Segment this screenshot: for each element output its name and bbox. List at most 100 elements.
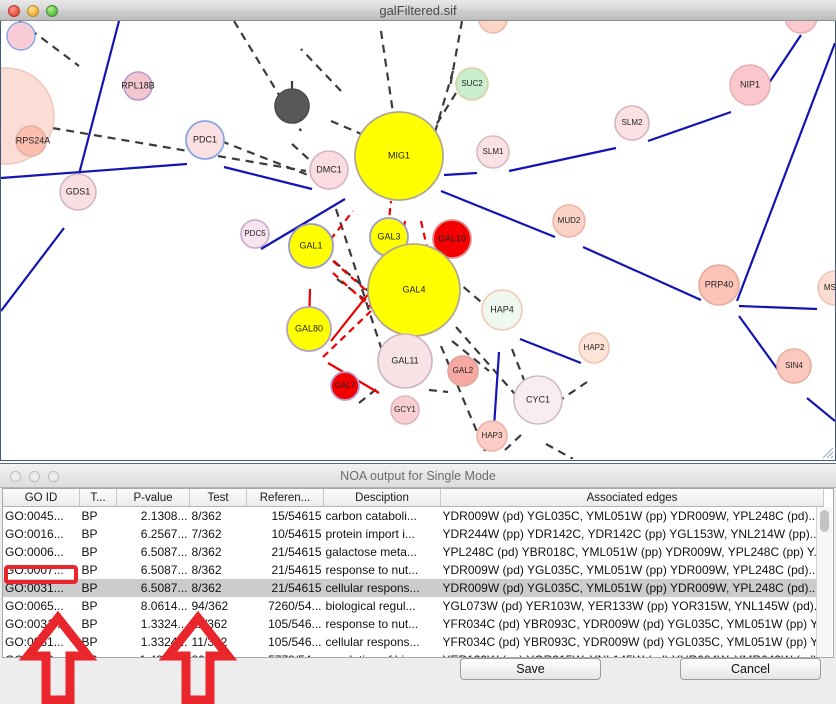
cell-edges: YPL248C (pd) YBR018C, YML051W (pp) YDR00… bbox=[442, 545, 824, 559]
table-row[interactable]: GO:0031... BP 1.3324... 11/362 105/546..… bbox=[3, 615, 824, 633]
cell-type: BP bbox=[81, 545, 98, 559]
graph-node[interactable]: NIP1 bbox=[729, 64, 771, 106]
graph-node[interactable]: CYC1 bbox=[513, 375, 563, 425]
graph-node[interactable] bbox=[274, 88, 310, 124]
graph-node[interactable]: MUD2 bbox=[552, 204, 586, 238]
graph-node-label: CYC1 bbox=[526, 394, 550, 404]
graph-node[interactable]: MIG1 bbox=[354, 111, 444, 201]
cell-type: BP bbox=[81, 635, 98, 649]
graph-node[interactable]: HAP2 bbox=[578, 332, 610, 364]
graph-node[interactable]: GDS1 bbox=[59, 173, 97, 211]
cell-p-value: 1.3324... bbox=[140, 635, 188, 649]
cell-type: BP bbox=[81, 509, 98, 523]
table-vertical-scrollbar[interactable] bbox=[816, 507, 832, 657]
graph-node[interactable]: SUC2 bbox=[455, 67, 489, 101]
column-header-p-value[interactable]: P-value bbox=[116, 489, 190, 507]
column-header-test[interactable]: Test bbox=[189, 489, 247, 507]
graph-node-label: GAL2 bbox=[453, 366, 474, 375]
graph-node[interactable]: RPS24A bbox=[15, 125, 51, 157]
cell-description: biological regul... bbox=[325, 599, 416, 613]
graph-node[interactable]: GCY1 bbox=[390, 395, 420, 425]
graph-node[interactable]: GAL80 bbox=[286, 306, 332, 352]
cell-test: 80/362 bbox=[190, 651, 247, 657]
cell-edges: YDR009W (pd) YGL035C, YML051W (pp) YDR00… bbox=[442, 509, 819, 523]
dialog-minimize-button[interactable] bbox=[29, 471, 40, 482]
dialog-close-button[interactable] bbox=[10, 471, 21, 482]
scrollbar-thumb[interactable] bbox=[820, 510, 829, 532]
minimize-button[interactable] bbox=[27, 5, 39, 17]
graph-node-label: SLM1 bbox=[483, 147, 504, 156]
cell-p-value: 1.428E... bbox=[117, 651, 190, 657]
graph-node-label: HAP4 bbox=[490, 304, 514, 314]
cell-p-value: 1.3324... bbox=[140, 617, 188, 631]
graph-node[interactable]: PRP40 bbox=[698, 264, 740, 306]
column-header-description[interactable]: Desciption bbox=[323, 489, 441, 507]
graph-node[interactable]: GAL2 bbox=[447, 355, 479, 387]
network-graph[interactable]: RPL18B RPS24A GDS1 PDC1 PDC5 DMC1 MIG1 G… bbox=[1, 21, 835, 459]
cell-go-id: GO:0006... bbox=[5, 545, 64, 559]
cell-test: 8/362 bbox=[189, 579, 247, 597]
graph-node-label: SUC2 bbox=[461, 79, 483, 88]
graph-node[interactable]: SLM1 bbox=[476, 135, 510, 169]
column-header-edges[interactable]: Associated edges bbox=[440, 489, 824, 507]
graph-node-label: SLM2 bbox=[622, 118, 643, 127]
table-row[interactable]: GO:0045... BP 2.1308... 8/362 15/54615 c… bbox=[3, 507, 824, 526]
graph-node[interactable]: SIN4 bbox=[776, 348, 812, 384]
graph-node[interactable]: GAL10 bbox=[432, 219, 472, 259]
go-results-table[interactable]: GO ID T... P-value Test Referen... Desci… bbox=[2, 488, 834, 658]
network-canvas[interactable]: RPL18B RPS24A GDS1 PDC1 PDC5 DMC1 MIG1 G… bbox=[0, 21, 836, 461]
graph-node[interactable]: HAP3 bbox=[476, 420, 508, 452]
graph-node-partial-top[interactable] bbox=[6, 21, 36, 51]
zoom-button[interactable] bbox=[46, 5, 58, 17]
cell-p-value: 6.5087... bbox=[140, 545, 188, 559]
graph-node-label: HAP3 bbox=[482, 431, 503, 440]
graph-node[interactable]: HAP4 bbox=[481, 289, 523, 331]
graph-node[interactable]: GAL4 bbox=[367, 243, 461, 337]
cell-type: BP bbox=[81, 617, 98, 631]
table-row[interactable]: GO:0007... BP 6.5087... 8/362 21/54615 r… bbox=[3, 561, 824, 579]
graph-node[interactable]: SLM2 bbox=[614, 105, 650, 141]
cell-p-value: 6.5087... bbox=[116, 579, 190, 597]
cell-reference: 21/54615 bbox=[271, 563, 322, 577]
cell-type: BP bbox=[79, 579, 117, 597]
graph-node-partial-top3[interactable] bbox=[784, 21, 818, 34]
graph-node[interactable]: PDC1 bbox=[185, 120, 225, 160]
table-row[interactable]: GO:0050... BP 1.428E... 80/362 5778/54..… bbox=[3, 651, 824, 657]
graph-node-label: GAL3 bbox=[377, 231, 400, 241]
table-row[interactable]: GO:0065... BP 8.0614... 94/362 7260/54..… bbox=[3, 597, 824, 615]
dialog-zoom-button[interactable] bbox=[48, 471, 59, 482]
graph-nodes[interactable]: RPL18B RPS24A GDS1 PDC1 PDC5 DMC1 MIG1 G… bbox=[1, 21, 835, 452]
cell-test: 7/362 bbox=[191, 527, 222, 541]
graph-node[interactable]: GAL7 bbox=[330, 371, 360, 401]
graph-node-label: GAL10 bbox=[438, 233, 466, 243]
graph-node-label: DMC1 bbox=[316, 164, 342, 174]
column-header-go-id[interactable]: GO ID bbox=[3, 489, 80, 507]
cell-test: 8/362 bbox=[191, 545, 222, 559]
cell-p-value: 6.5087... bbox=[140, 563, 188, 577]
cell-reference: 5778/54... bbox=[247, 651, 324, 657]
column-header-reference[interactable]: Referen... bbox=[246, 489, 324, 507]
resize-grip-icon[interactable] bbox=[820, 445, 834, 459]
cell-description: response to nut... bbox=[325, 563, 419, 577]
graph-node[interactable]: DMC1 bbox=[309, 150, 349, 190]
graph-node[interactable]: MSI bbox=[817, 270, 835, 306]
table-row[interactable]: GO:0031... BP 1.3324... 11/362 105/546..… bbox=[3, 633, 824, 651]
cell-description: protein import i... bbox=[325, 527, 415, 541]
graph-node[interactable]: RPL18B bbox=[121, 71, 155, 101]
close-button[interactable] bbox=[8, 5, 20, 17]
cell-test: 11/362 bbox=[191, 635, 228, 649]
graph-node-label: NIP1 bbox=[740, 79, 760, 89]
graph-node-label: MSI bbox=[824, 283, 835, 292]
graph-node[interactable]: GAL11 bbox=[377, 333, 433, 389]
graph-node[interactable]: PDC5 bbox=[240, 219, 270, 249]
graph-node-label: GAL11 bbox=[391, 355, 418, 365]
graph-node[interactable]: GAL1 bbox=[288, 223, 334, 269]
table-row-selected[interactable]: GO:0031... BP 6.5087... 8/362 21/54615 c… bbox=[3, 579, 824, 597]
save-button[interactable]: Save bbox=[460, 658, 601, 680]
cell-go-id: GO:0016... bbox=[5, 527, 64, 541]
graph-node-partial-top2[interactable] bbox=[478, 21, 508, 34]
table-row[interactable]: GO:0016... BP 6.2567... 7/362 10/54615 p… bbox=[3, 525, 824, 543]
cancel-button[interactable]: Cancel bbox=[680, 658, 821, 680]
table-row[interactable]: GO:0006... BP 6.5087... 8/362 21/54615 g… bbox=[3, 543, 824, 561]
column-header-type[interactable]: T... bbox=[79, 489, 117, 507]
